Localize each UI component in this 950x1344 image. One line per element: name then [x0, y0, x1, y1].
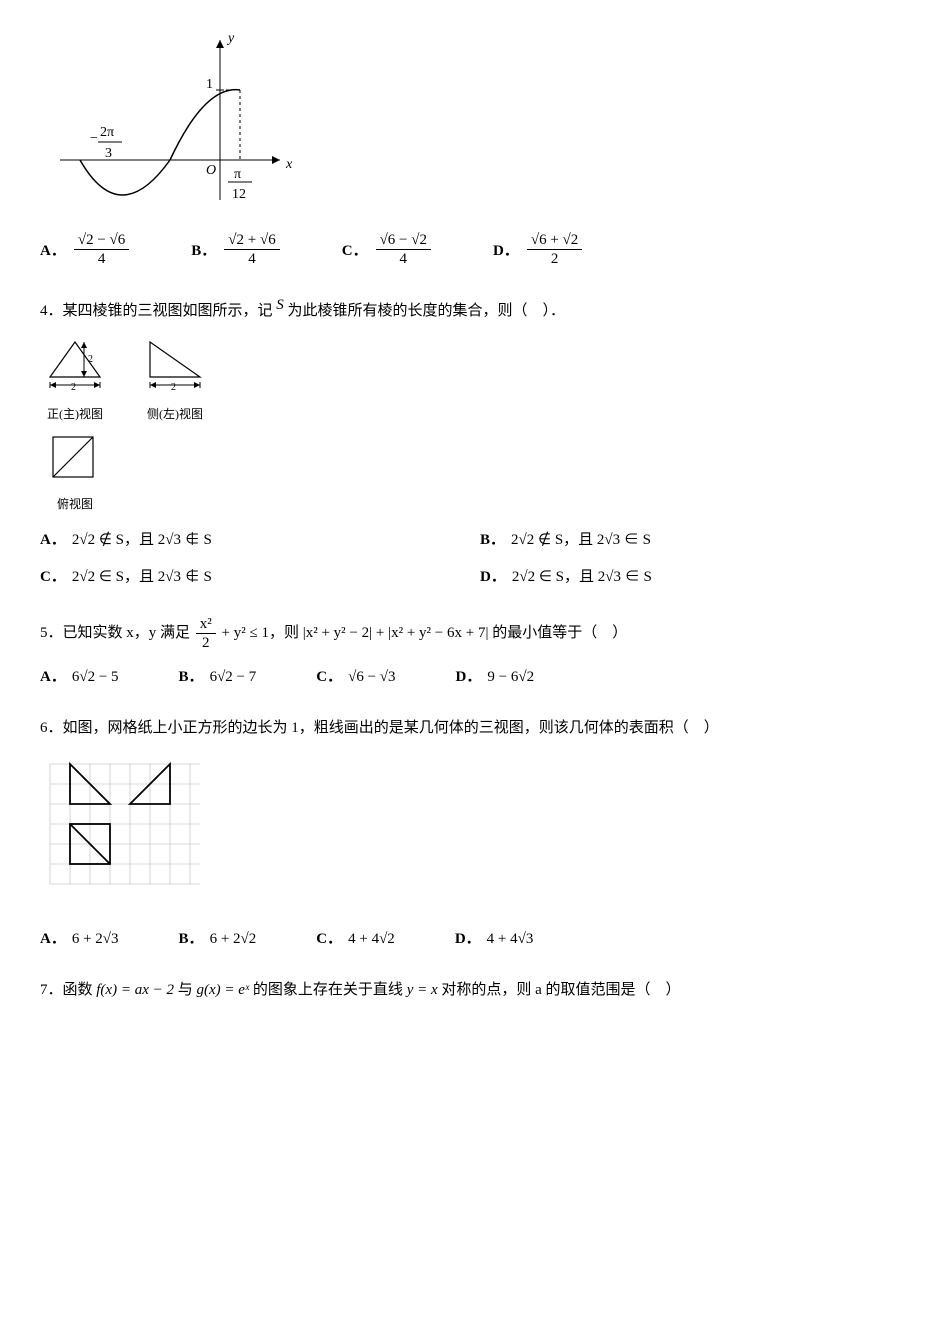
- q4-options-row2: C． 2√2 ∈ S，且 2√3 ∉ S D． 2√2 ∈ S，且 2√3 ∈ …: [40, 564, 910, 591]
- q4-option-a: A． 2√2 ∉ S，且 2√3 ∉ S: [40, 527, 420, 554]
- svg-text:2π: 2π: [100, 125, 114, 140]
- q3-option-a: A． √2 − √6 4: [40, 231, 131, 268]
- q6-options: A． 6 + 2√3 B． 6 + 2√2 C． 4 + 4√2 D． 4 + …: [40, 926, 910, 953]
- q5-option-d: D． 9 − 6√2: [456, 664, 535, 691]
- question-4: 4．某四棱锥的三视图如图所示，记 S 为此棱锥所有棱的长度的集合，则（ ）． 2…: [40, 298, 910, 591]
- svg-text:π: π: [234, 167, 241, 182]
- q3-option-b: B． √2 + √6 4: [191, 231, 281, 268]
- q4-option-d: D． 2√2 ∈ S，且 2√3 ∈ S: [480, 564, 652, 591]
- q4-text: 4．某四棱锥的三视图如图所示，记 S 为此棱锥所有棱的长度的集合，则（ ）．: [40, 298, 910, 325]
- question-5: 5．已知实数 x，y 满足 x² 2 + y² ≤ 1，则 |x² + y² −…: [40, 615, 910, 691]
- svg-text:3: 3: [105, 146, 112, 161]
- svg-text:2: 2: [71, 382, 76, 392]
- q5-text: 5．已知实数 x，y 满足 x² 2 + y² ≤ 1，则 |x² + y² −…: [40, 615, 910, 652]
- svg-text:2: 2: [88, 354, 93, 365]
- q4-option-b: B． 2√2 ∉ S，且 2√3 ∈ S: [480, 527, 651, 554]
- q6-option-d: D． 4 + 4√3: [455, 926, 534, 953]
- q3-option-d: D． √6 + √2 2: [493, 231, 584, 268]
- q6-option-b: B． 6 + 2√2: [179, 926, 257, 953]
- q5-option-a: A． 6√2 − 5: [40, 664, 119, 691]
- q4-front-view: 2 2 正(主)视图: [40, 337, 110, 426]
- q4-side-view: 2 侧(左)视图: [140, 337, 210, 426]
- q5-options: A． 6√2 − 5 B． 6√2 − 7 C． √6 − √3 D． 9 − …: [40, 664, 910, 691]
- q3-sine-diagram: y x 1 O − 2π 3 π 12: [40, 30, 910, 215]
- q6-text: 6．如图，网格纸上小正方形的边长为 1，粗线画出的是某几何体的三视图，则该几何体…: [40, 715, 910, 742]
- question-7: 7．函数 f(x) = ax − 2 与 g(x) = eˣ 的图象上存在关于直…: [40, 977, 910, 1004]
- tick-1: 1: [206, 77, 213, 92]
- q4-views: 2 2 正(主)视图 2 侧(左)视图: [40, 337, 910, 515]
- q3-options: A． √2 − √6 4 B． √2 + √6 4 C． √6 − √2 4 D…: [40, 231, 910, 268]
- q4-top-view: 俯视图: [40, 432, 110, 516]
- origin-label: O: [206, 163, 216, 178]
- question-6: 6．如图，网格纸上小正方形的边长为 1，粗线画出的是某几何体的三视图，则该几何体…: [40, 715, 910, 953]
- q6-option-a: A． 6 + 2√3: [40, 926, 119, 953]
- q5-option-b: B． 6√2 − 7: [179, 664, 257, 691]
- y-axis-label: y: [226, 31, 235, 46]
- q7-text: 7．函数 f(x) = ax − 2 与 g(x) = eˣ 的图象上存在关于直…: [40, 977, 910, 1004]
- q4-option-c: C． 2√2 ∈ S，且 2√3 ∉ S: [40, 564, 420, 591]
- svg-text:−: −: [90, 131, 98, 146]
- x-axis-label: x: [285, 157, 293, 172]
- q4-options-row1: A． 2√2 ∉ S，且 2√3 ∉ S B． 2√2 ∉ S，且 2√3 ∈ …: [40, 527, 910, 554]
- svg-text:2: 2: [171, 382, 176, 392]
- svg-text:12: 12: [232, 187, 246, 202]
- q5-option-c: C． √6 − √3: [316, 664, 395, 691]
- q6-grid-diagram: [40, 754, 910, 914]
- q6-option-c: C． 4 + 4√2: [316, 926, 395, 953]
- q3-option-c: C． √6 − √2 4: [342, 231, 433, 268]
